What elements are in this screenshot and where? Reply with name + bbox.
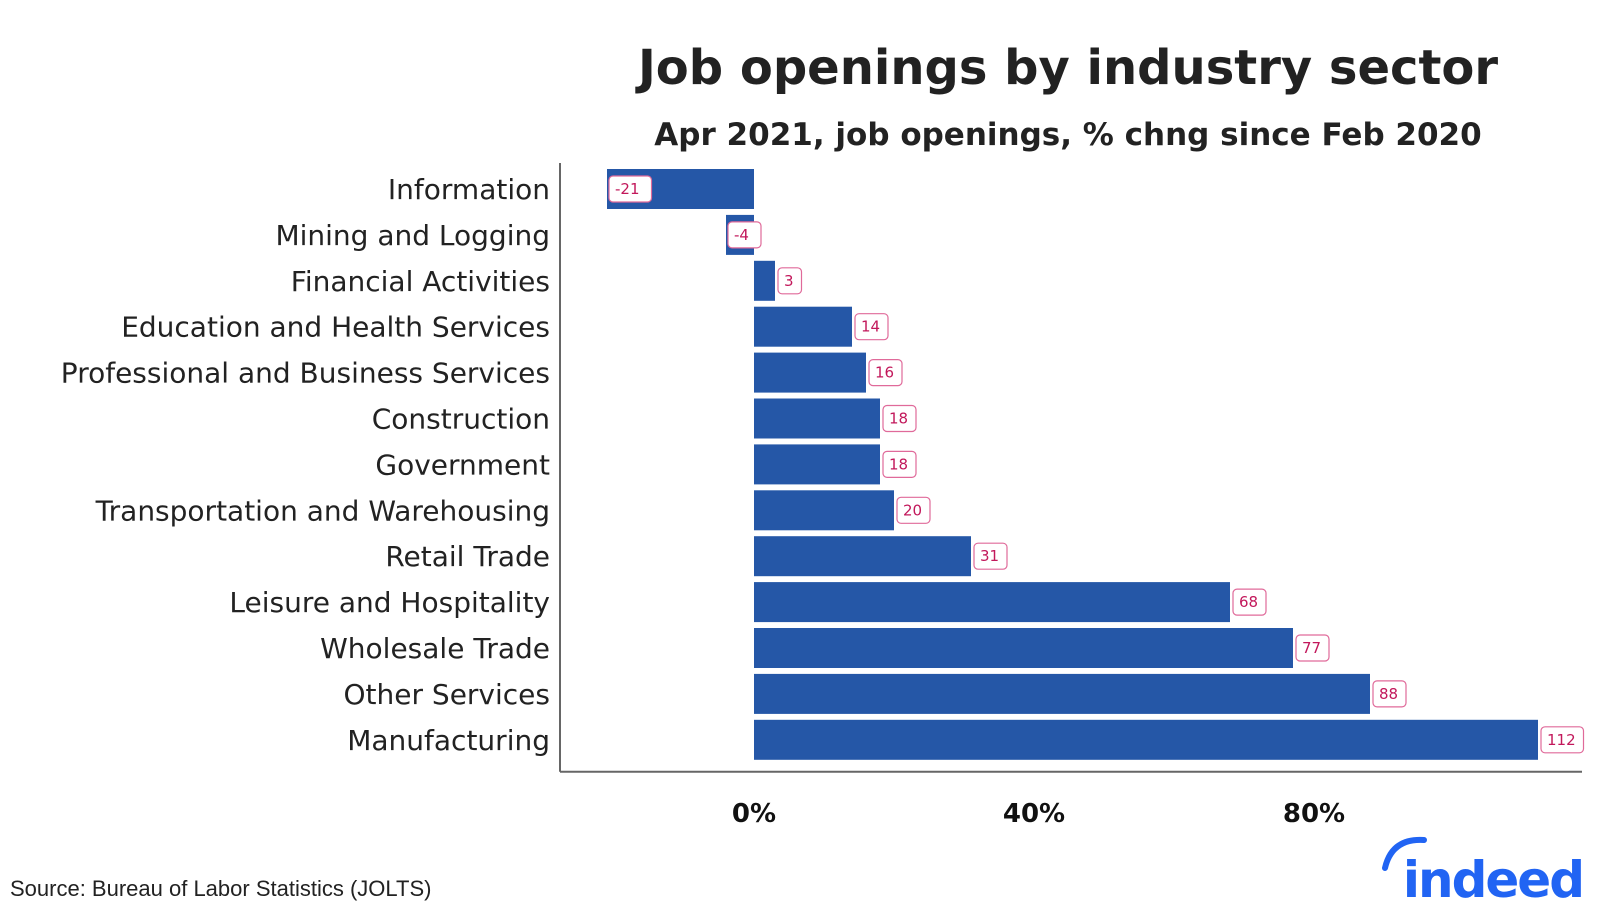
x-tick-label: 0%	[732, 799, 776, 829]
svg-text:88: 88	[1379, 685, 1398, 703]
bar	[754, 673, 1370, 714]
data-label: 112	[1540, 726, 1585, 754]
data-label: -21	[608, 175, 653, 203]
category-label: Education and Health Services	[121, 311, 550, 344]
category-label: Retail Trade	[385, 540, 550, 573]
data-label: 88	[1372, 680, 1407, 708]
indeed-logo: indeed	[1382, 836, 1585, 909]
x-tick-labels: 0% 40% 80%	[732, 799, 1345, 829]
category-label: Manufacturing	[347, 724, 550, 757]
bar	[754, 582, 1230, 623]
data-label: 68	[1232, 588, 1267, 616]
bar	[754, 536, 971, 577]
data-label: 3	[777, 267, 803, 295]
svg-text:-21: -21	[615, 180, 640, 198]
svg-text:68: 68	[1239, 593, 1258, 611]
category-label: Information	[388, 173, 550, 206]
category-label: Professional and Business Services	[61, 357, 550, 390]
chart-title: Job openings by industry sector	[635, 40, 1498, 96]
bar	[754, 444, 880, 485]
logo-arc-icon	[1382, 836, 1427, 871]
bar	[754, 398, 880, 439]
data-labels: -21 -4 3 14 16 18 18 20 31 68 77 88 112	[608, 175, 1585, 754]
data-label: -4	[727, 221, 762, 249]
category-label: Mining and Logging	[275, 219, 550, 252]
category-label: Transportation and Warehousing	[95, 494, 550, 527]
logo-text: indeed	[1403, 851, 1583, 909]
data-label: 16	[868, 359, 903, 387]
category-label: Other Services	[344, 678, 550, 711]
svg-text:-4: -4	[734, 226, 749, 244]
svg-text:77: 77	[1302, 639, 1321, 657]
category-label: Government	[375, 448, 550, 481]
data-label: 14	[854, 313, 889, 341]
svg-text:14: 14	[861, 318, 880, 336]
data-label: 18	[882, 404, 917, 433]
x-tick-label: 80%	[1283, 799, 1345, 829]
svg-text:112: 112	[1547, 731, 1576, 749]
data-label: 77	[1295, 634, 1330, 662]
bar	[754, 352, 866, 393]
svg-text:3: 3	[784, 272, 794, 290]
svg-text:18: 18	[889, 455, 908, 473]
category-labels: Information Mining and Logging Financial A…	[61, 173, 550, 757]
category-label: Wholesale Trade	[320, 632, 550, 665]
bars	[607, 169, 1538, 760]
x-tick-label: 40%	[1003, 799, 1065, 829]
chart-subtitle: Apr 2021, job openings, % chng since Feb…	[654, 117, 1481, 153]
category-label: Financial Activities	[291, 265, 550, 298]
bar	[754, 719, 1538, 760]
svg-text:16: 16	[875, 364, 894, 382]
axes	[559, 163, 1582, 773]
bar	[754, 260, 775, 301]
bar	[754, 628, 1293, 668]
bar	[754, 306, 852, 347]
svg-text:20: 20	[903, 501, 922, 519]
source-note: Source: Bureau of Labor Statistics (JOLT…	[10, 876, 431, 901]
category-label: Construction	[372, 403, 550, 436]
category-label: Leisure and Hospitality	[229, 586, 550, 619]
svg-text:18: 18	[889, 410, 908, 428]
svg-text:31: 31	[980, 547, 999, 565]
bar	[754, 490, 894, 531]
data-label: 18	[882, 450, 917, 478]
data-label: 20	[896, 496, 931, 524]
data-label: 31	[973, 542, 1008, 570]
